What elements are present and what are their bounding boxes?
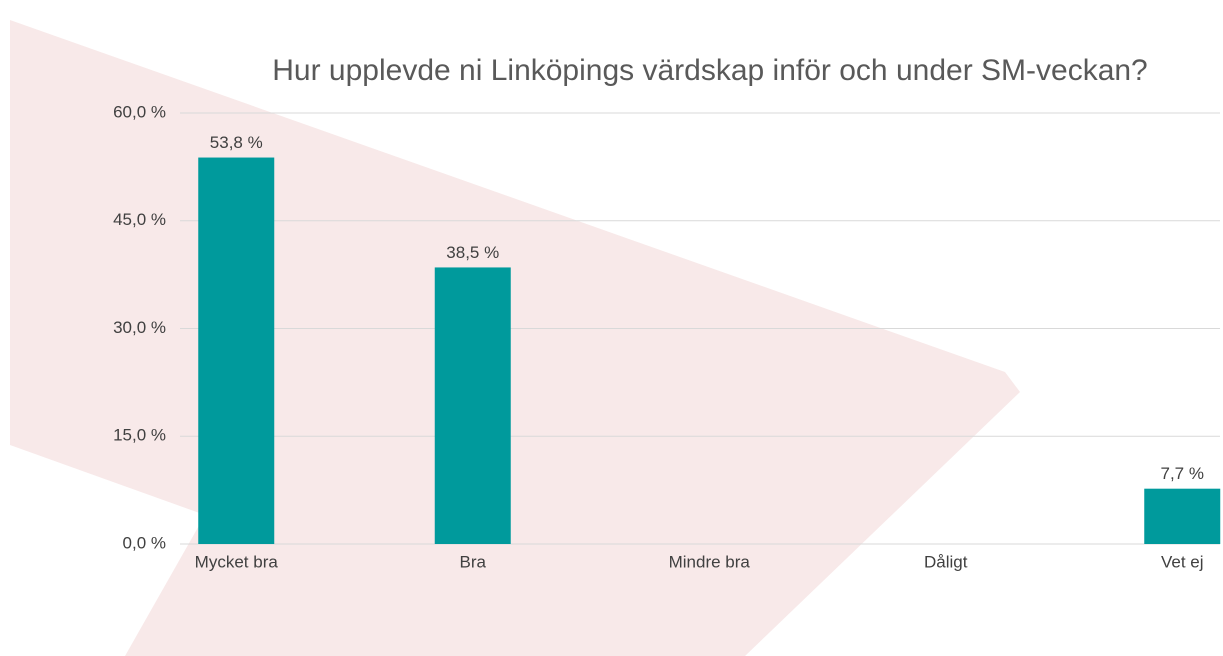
x-tick-label: Mindre bra <box>669 552 751 571</box>
bar <box>1144 488 1221 544</box>
x-tick-label: Mycket bra <box>195 552 279 571</box>
y-tick-label: 45,0 % <box>113 210 166 229</box>
x-tick-label: Vet ej <box>1161 552 1204 571</box>
y-tick-label: 15,0 % <box>113 426 166 445</box>
x-tick-label: Bra <box>460 552 487 571</box>
y-tick-label: 60,0 % <box>113 102 166 121</box>
y-tick-label: 30,0 % <box>113 318 166 337</box>
x-tick-label: Dåligt <box>924 552 968 571</box>
data-label: 53,8 % <box>210 133 263 152</box>
chart-title: Hur upplevde ni Linköpings värdskap infö… <box>272 54 1148 87</box>
bar <box>198 157 275 544</box>
y-tick-label: 0,0 % <box>123 533 166 552</box>
data-label: 7,7 % <box>1161 464 1204 483</box>
bar <box>434 267 511 544</box>
data-label: 38,5 % <box>446 243 499 262</box>
